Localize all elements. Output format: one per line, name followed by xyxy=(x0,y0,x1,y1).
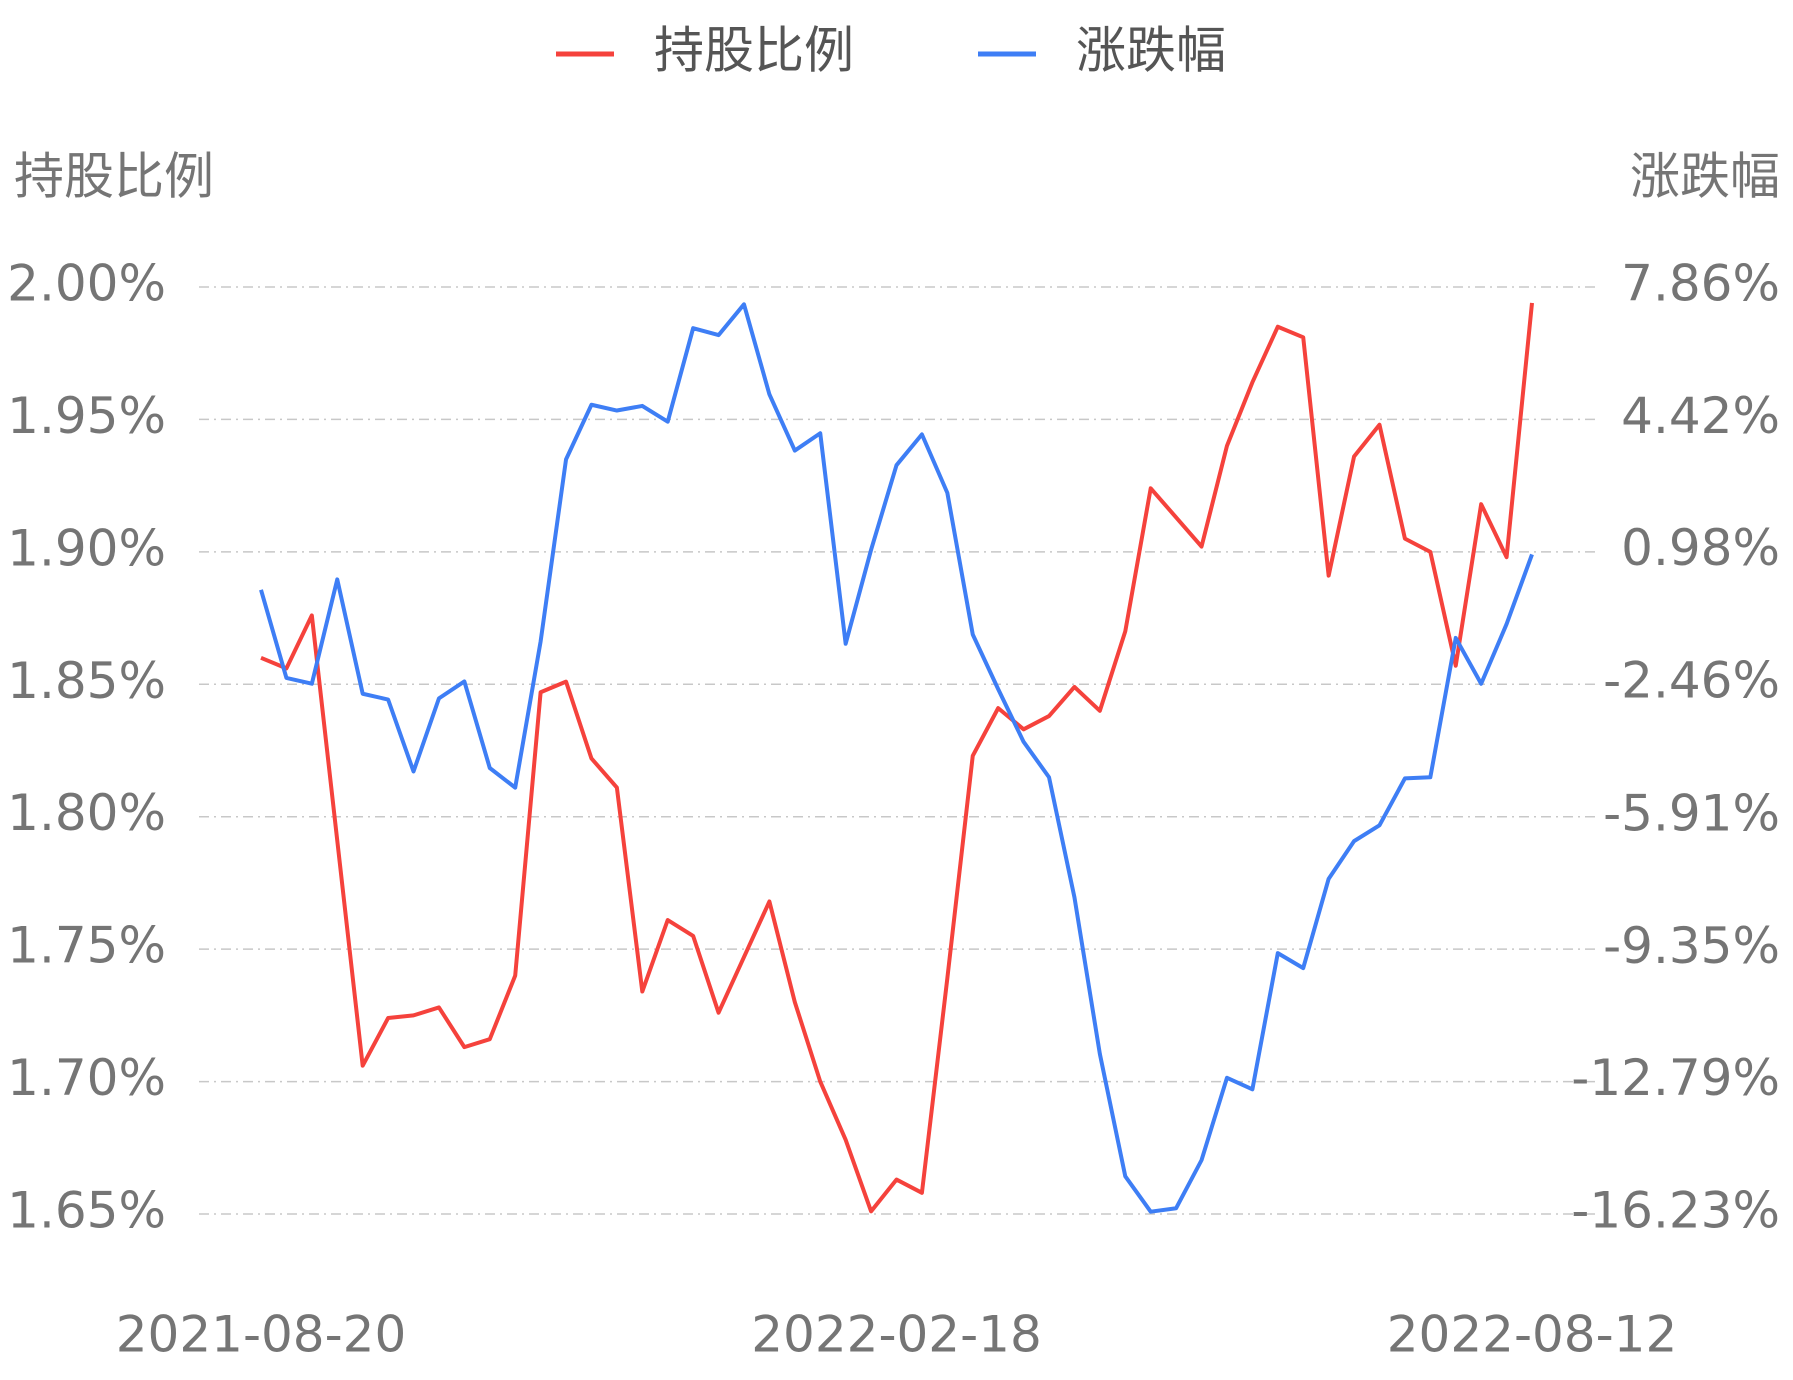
y2-axis-title: 涨跌幅 xyxy=(1630,148,1780,206)
y-tick-label: 1.95% xyxy=(7,387,166,445)
y2-tick-label: 0.98% xyxy=(1621,519,1780,577)
y-axis-title: 持股比例 xyxy=(14,148,214,206)
y2-tick-label: -9.35% xyxy=(1603,917,1780,975)
y-tick-label: 1.65% xyxy=(7,1182,166,1240)
y2-tick-label: -5.91% xyxy=(1603,784,1780,842)
y-tick-label: 1.80% xyxy=(7,784,166,842)
legend-label: 涨跌幅 xyxy=(1076,22,1226,80)
y-tick-label: 1.90% xyxy=(7,519,166,577)
x-tick-label: 2021-08-20 xyxy=(116,1306,407,1364)
line-series xyxy=(260,302,1534,1214)
y-tick-label: 2.00% xyxy=(7,255,166,313)
x-tick-label: 2022-08-12 xyxy=(1387,1306,1678,1364)
y2-tick-label: -2.46% xyxy=(1603,652,1780,710)
y2-tick-label: -12.79% xyxy=(1571,1049,1780,1107)
y-tick-label: 1.75% xyxy=(7,917,166,975)
y2-tick-label: -16.23% xyxy=(1571,1182,1780,1240)
y2-tick-label: 4.42% xyxy=(1621,387,1780,445)
y-tick-label: 1.85% xyxy=(7,652,166,710)
y-tick-label: 1.70% xyxy=(7,1049,166,1107)
x-tick-label: 2022-02-18 xyxy=(751,1306,1042,1364)
line-series xyxy=(259,302,1534,1214)
legend-label: 持股比例 xyxy=(654,22,854,80)
y2-tick-label: 7.86% xyxy=(1621,255,1780,313)
